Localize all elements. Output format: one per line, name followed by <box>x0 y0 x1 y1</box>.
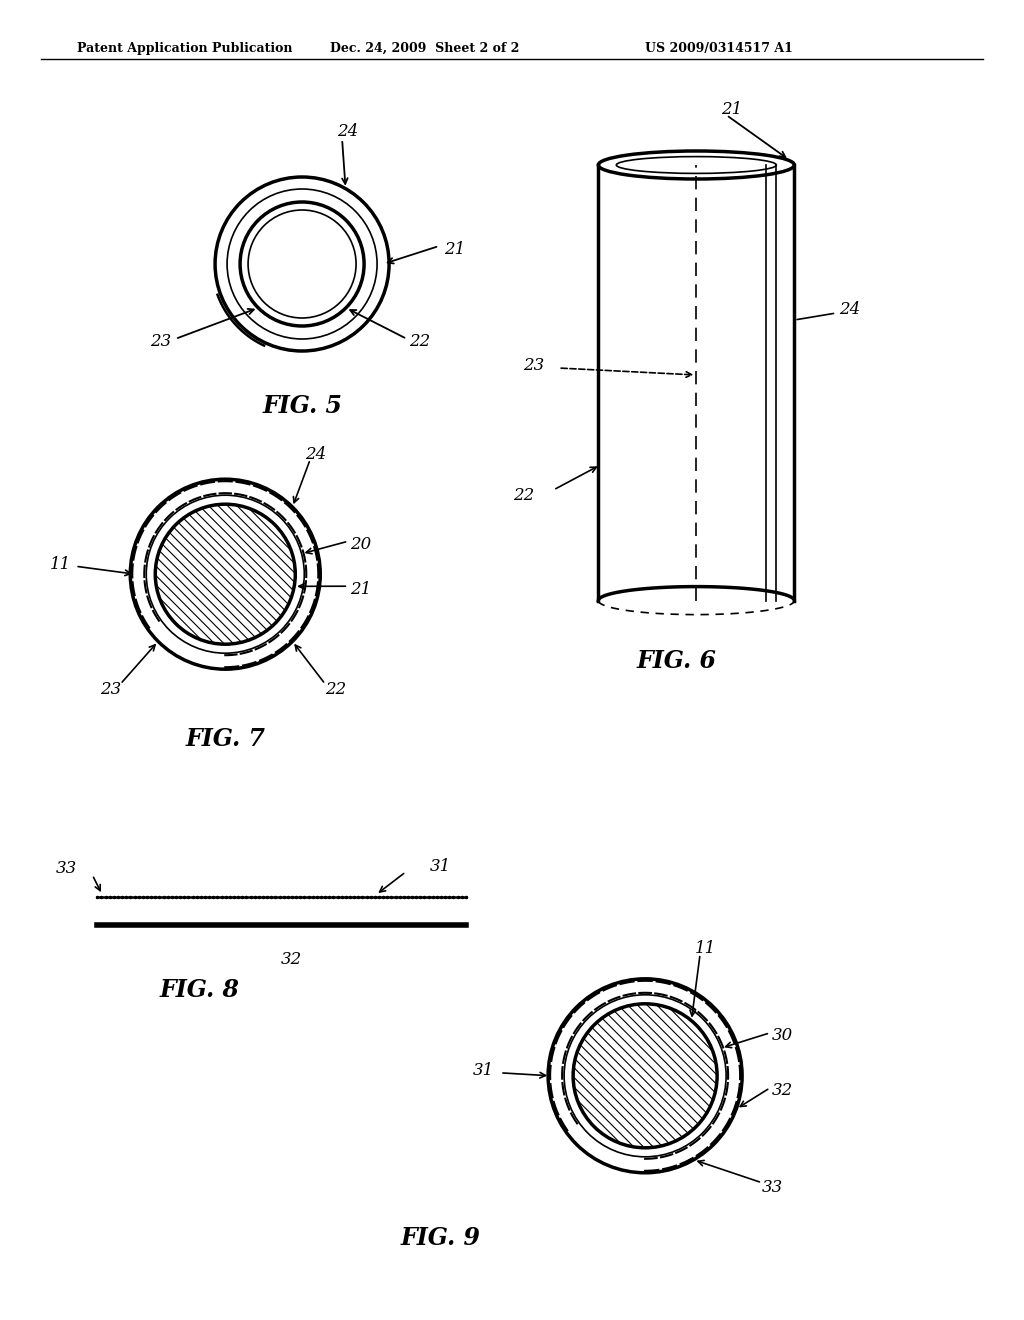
Text: 22: 22 <box>513 487 535 503</box>
Text: 31: 31 <box>473 1063 495 1080</box>
Text: FIG. 6: FIG. 6 <box>636 648 717 673</box>
Text: FIG. 7: FIG. 7 <box>185 727 265 751</box>
Text: 20: 20 <box>350 536 372 553</box>
Text: 31: 31 <box>430 858 451 875</box>
Text: 23: 23 <box>100 681 122 698</box>
Text: 22: 22 <box>326 681 346 698</box>
Text: 11: 11 <box>695 940 717 957</box>
Text: 11: 11 <box>50 556 72 573</box>
Text: 21: 21 <box>444 240 465 257</box>
Text: 30: 30 <box>772 1027 794 1044</box>
Text: 33: 33 <box>762 1179 783 1196</box>
Text: Patent Application Publication: Patent Application Publication <box>77 42 292 55</box>
Text: 24: 24 <box>840 301 860 318</box>
Text: 23: 23 <box>151 333 171 350</box>
Text: 33: 33 <box>56 861 77 878</box>
Text: FIG. 5: FIG. 5 <box>262 393 342 418</box>
Text: US 2009/0314517 A1: US 2009/0314517 A1 <box>645 42 793 55</box>
Text: Dec. 24, 2009  Sheet 2 of 2: Dec. 24, 2009 Sheet 2 of 2 <box>331 42 519 55</box>
Text: 21: 21 <box>721 102 742 119</box>
Text: FIG. 8: FIG. 8 <box>160 978 240 1002</box>
Text: 23: 23 <box>523 356 545 374</box>
Text: 24: 24 <box>305 446 327 463</box>
Text: 32: 32 <box>772 1082 794 1100</box>
Text: 21: 21 <box>350 581 372 598</box>
Text: FIG. 9: FIG. 9 <box>400 1226 480 1250</box>
Text: 22: 22 <box>409 333 430 350</box>
Text: 24: 24 <box>337 124 358 140</box>
Text: 32: 32 <box>281 952 302 969</box>
